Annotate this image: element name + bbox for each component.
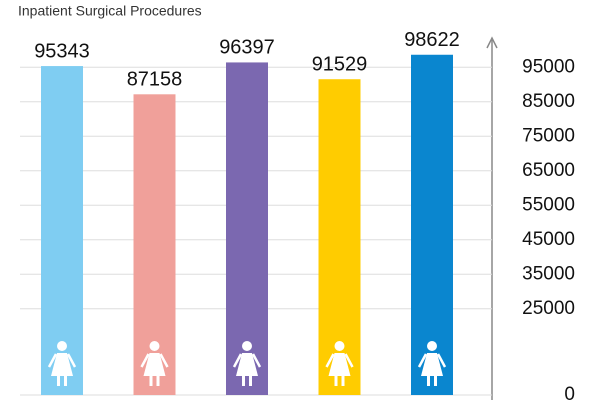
y-tick-label: 75000 [522, 125, 575, 146]
chart-title: Inpatient Surgical Procedures [18, 3, 202, 19]
bar [411, 54, 453, 396]
icon-part [328, 353, 351, 376]
y-tick-label: 95000 [522, 56, 575, 77]
y-tick-label: 65000 [522, 160, 575, 181]
icon-part [156, 376, 160, 386]
icon-part [242, 341, 252, 351]
icon-part [149, 376, 153, 386]
value-label: 98622 [404, 29, 460, 51]
icon-part [421, 353, 443, 376]
person-icon [140, 341, 169, 386]
icon-part [334, 376, 338, 386]
icon-part [417, 353, 447, 368]
icon-part [51, 353, 73, 376]
person-icon [417, 341, 447, 386]
icon-part [434, 376, 437, 386]
icon-part [47, 353, 77, 368]
icon-part [149, 341, 160, 351]
bar [41, 66, 83, 395]
icon-part [232, 353, 262, 368]
icon-part [140, 353, 169, 368]
icon-part [236, 353, 258, 376]
y-tick-label: 0 [564, 384, 575, 400]
person-icon [47, 341, 77, 386]
icon-part [57, 376, 60, 386]
icon-part [341, 376, 345, 386]
y-tick-label: 25000 [522, 298, 575, 319]
axis-arrow [486, 36, 498, 49]
icon-part [242, 376, 245, 386]
icon-part [427, 341, 437, 351]
icon-part [325, 353, 354, 368]
value-label: 96397 [219, 37, 275, 59]
y-tick-label: 85000 [522, 91, 575, 112]
icon-part [57, 341, 67, 351]
icon-part [427, 376, 430, 386]
icon-part [334, 341, 345, 351]
y-tick-label: 45000 [522, 229, 575, 250]
y-tick-label: 55000 [522, 194, 575, 215]
value-label: 91529 [312, 54, 368, 76]
icon-part [143, 353, 166, 376]
person-icon [232, 341, 262, 386]
bar [226, 62, 268, 395]
value-label: 87158 [127, 69, 183, 91]
value-label: 95343 [34, 40, 90, 62]
icon-part [64, 376, 67, 386]
y-tick-label: 35000 [522, 263, 575, 284]
icon-part [249, 376, 252, 386]
person-icon [325, 341, 354, 386]
